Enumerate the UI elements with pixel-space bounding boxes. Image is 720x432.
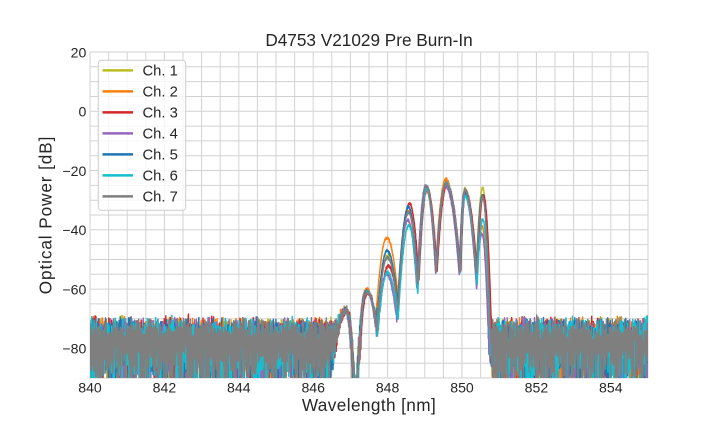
svg-text:844: 844	[227, 379, 251, 395]
svg-text:Ch. 4: Ch. 4	[143, 127, 178, 143]
svg-text:854: 854	[599, 379, 623, 395]
svg-text:Ch. 6: Ch. 6	[143, 169, 178, 185]
svg-text:840: 840	[78, 379, 102, 395]
svg-text:20: 20	[71, 44, 87, 60]
svg-text:Ch. 2: Ch. 2	[143, 85, 178, 101]
svg-text:Ch. 3: Ch. 3	[143, 106, 178, 122]
svg-text:−80: −80	[62, 341, 86, 357]
svg-text:Wavelength [nm]: Wavelength [nm]	[302, 395, 436, 415]
svg-text:Optical Power [dB]: Optical Power [dB]	[36, 136, 56, 295]
svg-text:842: 842	[153, 379, 177, 395]
svg-text:852: 852	[525, 379, 549, 395]
svg-text:Ch. 5: Ch. 5	[143, 148, 178, 164]
svg-text:850: 850	[450, 379, 474, 395]
svg-text:846: 846	[301, 379, 325, 395]
svg-text:D4753 V21029 Pre Burn-In: D4753 V21029 Pre Burn-In	[265, 30, 472, 50]
svg-text:−20: −20	[62, 163, 86, 179]
svg-text:−60: −60	[62, 281, 86, 297]
svg-text:848: 848	[376, 379, 400, 395]
svg-text:0: 0	[78, 104, 86, 120]
svg-text:−40: −40	[62, 222, 86, 238]
svg-text:Ch. 7: Ch. 7	[143, 190, 178, 206]
svg-text:Ch. 1: Ch. 1	[143, 64, 178, 80]
